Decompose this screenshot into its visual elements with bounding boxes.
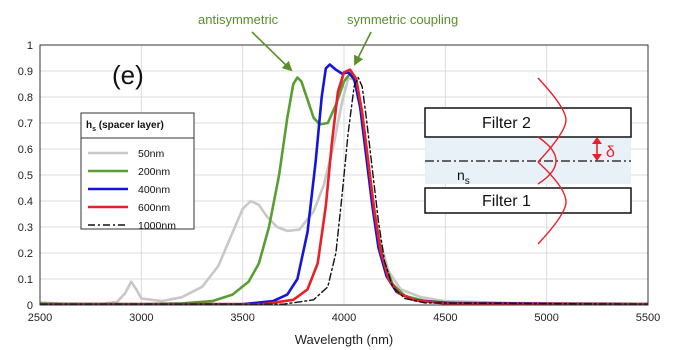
inset-mode-center <box>537 136 557 185</box>
y-tick-label: 0.6 <box>18 144 33 156</box>
legend-title-main: h <box>86 120 92 131</box>
legend-title: hs (spacer layer) <box>86 120 164 133</box>
x-tick-label: 5500 <box>636 312 660 324</box>
y-tick-label: 0.9 <box>18 66 33 78</box>
inset-index-label: ns <box>457 167 470 187</box>
x-tick-label: 2500 <box>28 312 52 324</box>
series-line-1000nm <box>40 76 648 305</box>
inset-schematic: Filter 2 Filter 1 ns δ <box>424 77 632 245</box>
plot-frame <box>39 44 649 306</box>
legend-label-50nm: 50nm <box>138 148 165 160</box>
y-tick-label: 0 <box>27 300 33 312</box>
inset-delta-arrow-head-up <box>592 137 602 144</box>
y-tick-label: 0.7 <box>18 118 33 130</box>
legend-label-400nm: 400nm <box>138 184 170 196</box>
inset-filter-2 <box>424 107 632 138</box>
annotation-symmetric-coupling: symmetric coupling <box>347 12 458 27</box>
inset-mode-bottom <box>537 161 567 245</box>
x-tick-label: 4000 <box>332 312 356 324</box>
y-tick-label: 0.1 <box>18 274 33 286</box>
y-tick-label: 0.2 <box>18 248 33 260</box>
y-tick-label: 0.4 <box>18 196 33 208</box>
legend-title-rest: (spacer layer) <box>96 120 164 131</box>
y-tick-label: 0.5 <box>18 170 33 182</box>
inset-index-main: n <box>457 167 465 183</box>
legend-items: 50nm 200nm 400nm 600nm 1000nm <box>88 148 176 232</box>
y-tick-label: 0.8 <box>18 92 33 104</box>
inset-delta-symbol: δ <box>606 144 615 161</box>
panel-label: (e) <box>112 60 144 90</box>
annotation-arrow-symmetric <box>354 31 372 66</box>
y-tick-label: 1 <box>27 40 33 52</box>
legend-label-1000nm: 1000nm <box>138 220 176 232</box>
annotation-arrow-antisymmetric <box>251 31 293 72</box>
x-axis-label: Wavelength (nm) <box>295 332 394 347</box>
inset-filter-1-label: Filter 1 <box>482 193 531 210</box>
y-tick-label: 0.3 <box>18 222 33 234</box>
inset-mode-top <box>537 77 567 163</box>
inset-delta-arrow-head-down <box>592 154 602 161</box>
inset-filter-1 <box>424 187 632 214</box>
x-tick-label: 4500 <box>433 312 457 324</box>
annotation-antisymmetric: antisymmetric <box>198 12 279 27</box>
x-tick-label: 3000 <box>129 312 153 324</box>
legend-label-200nm: 200nm <box>138 166 170 178</box>
x-tick-label: 3500 <box>230 312 254 324</box>
legend-title-sub: s <box>92 126 96 133</box>
legend-label-600nm: 600nm <box>138 202 170 214</box>
legend: hs (spacer layer) 50nm 200nm 400nm 600nm 100… <box>80 112 195 232</box>
inset-index-sub: s <box>465 176 470 187</box>
data-series <box>40 63 648 305</box>
x-tick-label: 5000 <box>534 312 558 324</box>
axis-ticks: 2500 3000 3500 4000 4500 5000 5500 0 0.1 0.2 0.3 0.… <box>18 40 661 324</box>
inset-filter-2-label: Filter 2 <box>482 115 531 132</box>
